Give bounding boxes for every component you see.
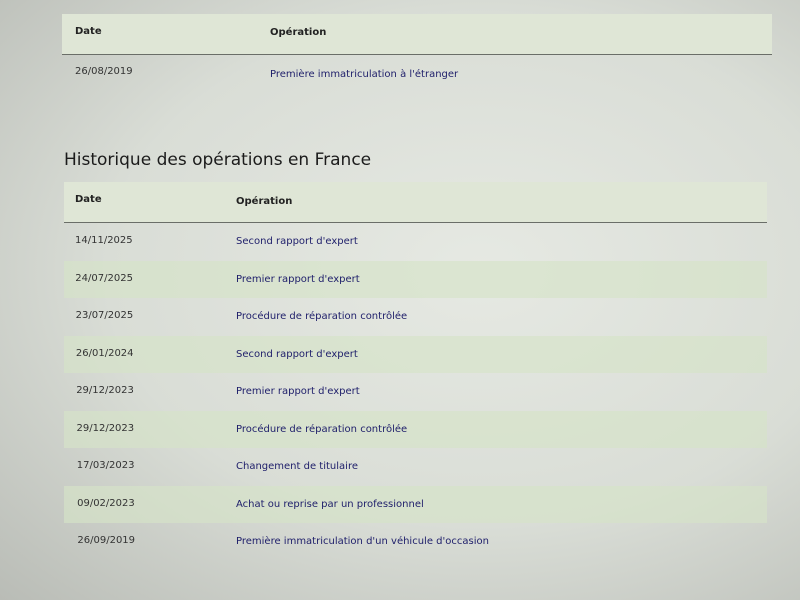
row-date: 14/11/2025 — [75, 235, 133, 246]
column-header-date: Date — [75, 26, 102, 37]
france-operations-table: Date Opération 14/11/2025 Second rapport … — [64, 182, 767, 562]
table-row: 24/07/2025 Premier rapport d'expert — [64, 260, 767, 298]
row-date: 26/09/2019 — [77, 535, 136, 546]
row-operation: Second rapport d'expert — [236, 236, 358, 247]
table-row: 26/08/2019 Première immatriculation à l'… — [62, 56, 772, 94]
row-operation: Première immatriculation d'un véhicule d… — [236, 536, 489, 547]
table-row: 17/03/2023 Changement de titulaire — [64, 448, 767, 486]
row-date: 26/01/2024 — [75, 347, 134, 359]
row-date: 09/02/2023 — [77, 497, 135, 509]
table-header: Date Opération — [64, 182, 767, 223]
row-operation: Procédure de réparation contrôlée — [236, 423, 408, 435]
table-row: 09/02/2023 Achat ou reprise par un profes… — [64, 485, 767, 523]
table-row: 26/09/2019 Première immatriculation d'un … — [64, 523, 767, 561]
row-date: 29/12/2023 — [76, 385, 134, 396]
column-header-date: Date — [75, 194, 102, 205]
row-operation: Achat ou reprise par un professionnel — [236, 498, 424, 510]
row-date: 24/07/2025 — [75, 272, 133, 284]
table-row: 14/11/2025 Second rapport d'expert — [64, 223, 767, 261]
row-date: 17/03/2023 — [76, 460, 135, 471]
row-operation: Premier rapport d'expert — [236, 386, 360, 397]
foreign-operations-table: Date Opération 26/08/2019 Première immat… — [62, 0, 772, 100]
row-operation: Changement de titulaire — [236, 461, 358, 472]
row-date: 23/07/2025 — [75, 310, 134, 321]
column-header-operation: Opération — [236, 196, 293, 207]
row-operation: Premier rapport d'expert — [236, 273, 360, 285]
row-date: 29/12/2023 — [76, 422, 135, 434]
row-operation: Second rapport d'expert — [236, 348, 358, 360]
column-header-operation: Opération — [270, 27, 327, 38]
table-row: 23/07/2025 Procédure de réparation contrô… — [64, 298, 767, 336]
row-date: 26/08/2019 — [75, 66, 133, 77]
table-row: 29/12/2023 Premier rapport d'expert — [64, 373, 767, 411]
table-row: 29/12/2023 Procédure de réparation contrô… — [64, 410, 767, 448]
table-header: Date Opération — [62, 14, 772, 55]
section-title: Historique des opérations en France — [64, 150, 372, 170]
table-row: 26/01/2024 Second rapport d'expert — [64, 335, 767, 373]
row-operation: Première immatriculation à l'étranger — [270, 69, 459, 80]
row-operation: Procédure de réparation contrôlée — [236, 311, 408, 322]
